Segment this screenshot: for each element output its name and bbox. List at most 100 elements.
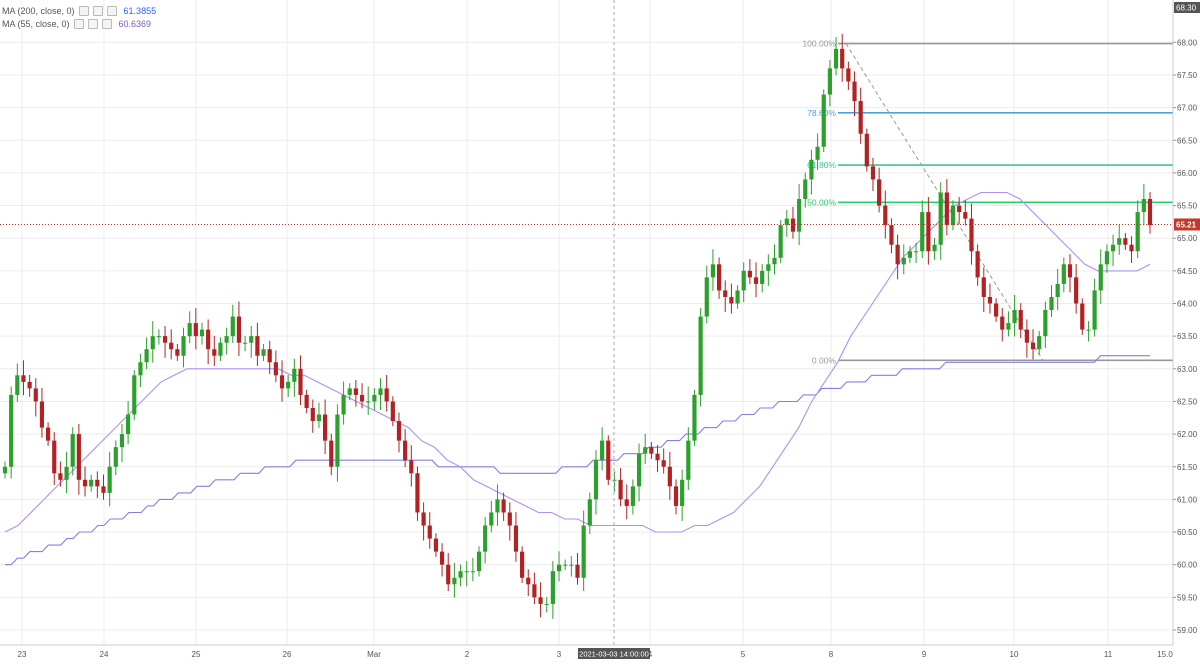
candle[interactable]	[593, 460, 599, 500]
candle[interactable]	[156, 336, 161, 338]
candle[interactable]	[107, 466, 112, 493]
candle[interactable]	[544, 603, 549, 605]
candle[interactable]	[1092, 290, 1097, 330]
candle[interactable]	[144, 349, 149, 363]
candle[interactable]	[1141, 199, 1146, 213]
candle[interactable]	[963, 212, 968, 219]
candle[interactable]	[797, 199, 802, 232]
candle[interactable]	[464, 571, 469, 573]
candle[interactable]	[1024, 329, 1029, 343]
candle[interactable]	[267, 349, 272, 363]
candle[interactable]	[439, 551, 445, 565]
candle[interactable]	[390, 401, 395, 422]
candle[interactable]	[15, 375, 20, 395]
candle[interactable]	[372, 394, 377, 402]
candle[interactable]	[304, 394, 309, 408]
candle[interactable]	[778, 225, 783, 258]
candle[interactable]	[563, 564, 568, 566]
candle[interactable]	[421, 512, 426, 526]
candle[interactable]	[384, 388, 389, 402]
candle[interactable]	[821, 94, 826, 147]
candle[interactable]	[403, 440, 408, 461]
candle[interactable]	[58, 473, 63, 480]
legend-row-ma55[interactable]: MA (55, close, 0) 60.6369	[2, 17, 156, 30]
candle[interactable]	[1104, 251, 1110, 265]
candle[interactable]	[199, 329, 205, 337]
candle[interactable]	[864, 133, 869, 167]
candle[interactable]	[932, 244, 937, 252]
candle[interactable]	[1117, 238, 1122, 245]
candle[interactable]	[981, 277, 986, 297]
candle[interactable]	[870, 166, 876, 180]
candle[interactable]	[70, 434, 75, 467]
settings-icon[interactable]	[73, 18, 84, 29]
candle[interactable]	[206, 329, 211, 350]
candle[interactable]	[673, 486, 679, 506]
candle[interactable]	[76, 434, 81, 480]
candle[interactable]	[39, 401, 45, 428]
candle[interactable]	[329, 440, 334, 467]
candle[interactable]	[187, 323, 192, 337]
candle[interactable]	[9, 394, 14, 467]
candle[interactable]	[587, 499, 592, 526]
candle[interactable]	[1080, 303, 1085, 330]
candle[interactable]	[1086, 329, 1091, 331]
candle[interactable]	[575, 564, 580, 578]
candle[interactable]	[901, 257, 906, 265]
candle[interactable]	[82, 479, 88, 487]
candle[interactable]	[784, 218, 789, 226]
candle[interactable]	[889, 225, 894, 245]
candle[interactable]	[858, 101, 863, 134]
candle[interactable]	[1030, 342, 1036, 350]
candle[interactable]	[236, 316, 242, 343]
candle[interactable]	[476, 551, 482, 572]
candle[interactable]	[212, 349, 217, 356]
candle[interactable]	[987, 296, 993, 304]
candle[interactable]	[1000, 316, 1005, 330]
candle[interactable]	[667, 466, 672, 487]
candle[interactable]	[957, 205, 962, 213]
candle[interactable]	[138, 362, 143, 376]
candle[interactable]	[126, 414, 131, 435]
candle[interactable]	[261, 349, 266, 356]
candle[interactable]	[994, 303, 999, 317]
candle[interactable]	[1147, 199, 1153, 226]
candle[interactable]	[680, 479, 685, 506]
candle[interactable]	[698, 316, 703, 395]
candle[interactable]	[286, 381, 291, 389]
candle[interactable]	[2, 466, 8, 474]
candle[interactable]	[729, 296, 734, 304]
settings-icon[interactable]	[78, 5, 89, 16]
candle[interactable]	[1074, 277, 1079, 304]
candle[interactable]	[21, 375, 26, 382]
close-icon[interactable]	[106, 5, 117, 16]
candle[interactable]	[181, 336, 186, 356]
candle[interactable]	[45, 427, 51, 441]
candle[interactable]	[113, 447, 118, 467]
candle[interactable]	[409, 460, 414, 474]
candle[interactable]	[753, 277, 759, 284]
candle[interactable]	[538, 597, 543, 604]
candle[interactable]	[169, 342, 174, 350]
candle[interactable]	[64, 466, 69, 480]
candle[interactable]	[415, 473, 420, 513]
candle[interactable]	[840, 48, 845, 69]
candle[interactable]	[661, 460, 666, 467]
candle[interactable]	[218, 342, 223, 356]
visibility-icon[interactable]	[92, 5, 103, 16]
candle[interactable]	[526, 577, 531, 585]
candle[interactable]	[600, 440, 605, 461]
candle[interactable]	[1043, 310, 1048, 337]
candle[interactable]	[636, 453, 642, 487]
candle[interactable]	[150, 336, 155, 350]
candle[interactable]	[766, 264, 771, 271]
candle[interactable]	[1012, 310, 1017, 324]
candle[interactable]	[1129, 244, 1134, 252]
candle[interactable]	[470, 571, 475, 573]
candle[interactable]	[1098, 264, 1103, 291]
candle[interactable]	[655, 453, 660, 461]
candle[interactable]	[556, 564, 562, 572]
candle[interactable]	[883, 205, 888, 226]
